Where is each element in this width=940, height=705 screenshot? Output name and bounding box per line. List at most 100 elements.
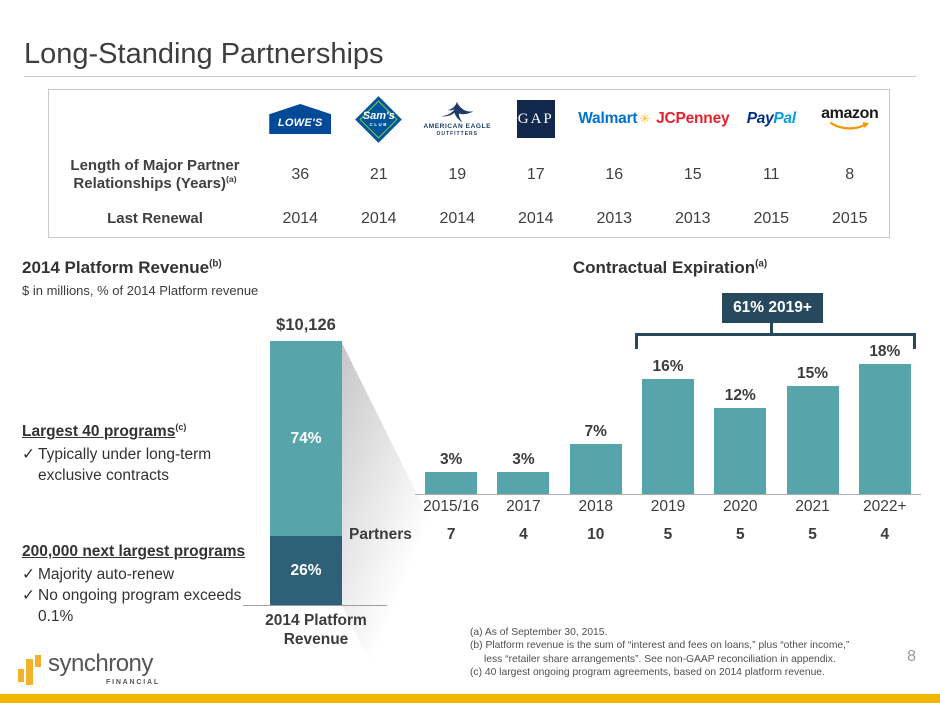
table-corner-cell <box>49 90 261 148</box>
platform-revenue-total: $10,126 <box>276 316 336 334</box>
logo-lowes: LOWE'S <box>261 90 340 148</box>
bullet-text: No ongoing program exceeds 0.1% <box>38 586 242 625</box>
renewal-amazon: 2015 <box>831 210 868 227</box>
bullet-text: Majority auto-renew <box>38 565 175 583</box>
expiration-bar <box>497 472 550 494</box>
x-axis-label: 2018 <box>578 498 613 515</box>
footer-gold-bar <box>0 694 940 703</box>
stacked-segment-1: 26% <box>270 536 342 605</box>
expiration-bars: 3% 3% 7% 16% 12% 15% 18% <box>415 332 921 494</box>
check-icon: ✓ <box>22 586 35 604</box>
note-bullet: ✓ No ongoing program exceeds 0.1% <box>22 586 270 628</box>
bar-value-label: 12% <box>724 386 756 404</box>
expiration-column-2020: 12% <box>704 387 776 494</box>
renewal-paypal: 2015 <box>753 210 790 227</box>
contractual-expiration-title: Contractual Expiration(a) <box>572 258 768 277</box>
x-axis-label: 2015/16 <box>423 498 480 515</box>
gap-square-icon: GAP <box>516 100 555 138</box>
note-bullet: ✓ Majority auto-renew <box>22 565 270 586</box>
note-bullet: ✓ Typically under long-term exclusive con… <box>22 445 270 487</box>
bar-value-label: 3% <box>512 451 535 469</box>
footnote-c: (c) 40 largest ongoing program agreement… <box>470 667 825 679</box>
partners-count: 5 <box>735 526 745 543</box>
bar-value-label: 16% <box>652 357 684 375</box>
expiration-column-2022+: 18% <box>849 343 921 494</box>
eagle-icon <box>440 101 474 123</box>
renewal-jcpenney: 2013 <box>674 210 711 227</box>
note-next-largest-programs: 200,000 next largest programs ✓ Majority a… <box>22 542 270 628</box>
renewal-sams: 2014 <box>360 210 397 227</box>
partners-count: 5 <box>663 526 673 543</box>
logo-gap: GAP <box>497 90 576 148</box>
sams-diamond-icon: Sam's CLUB <box>355 95 403 143</box>
logo-sams-club: Sam's CLUB <box>340 90 419 148</box>
expiration-bar <box>714 407 767 494</box>
bracket-stem <box>770 322 773 334</box>
platform-revenue-stacked-bar: 74% 26% <box>270 341 342 605</box>
years-lowes: 36 <box>291 165 310 183</box>
logo-amazon: amazon <box>811 90 890 148</box>
lowes-house-icon: LOWE'S <box>269 104 332 134</box>
segment-pct-label: 74% <box>290 429 322 447</box>
renewal-walmart: 2013 <box>596 210 633 227</box>
footnotes: (a) As of September 30, 2015. (b) Platfo… <box>470 626 930 680</box>
check-icon: ✓ <box>22 565 35 583</box>
note-largest-40-programs: Largest 40 programs(c) ✓ Typically under l… <box>22 422 270 487</box>
partners-count: 5 <box>808 526 817 543</box>
expiration-partners: 7 4 10 5 5 5 4 <box>415 526 921 544</box>
logo-paypal: PayPal <box>746 110 796 127</box>
platform-revenue-subtitle: $ in millions, % of 2014 Platform revenu… <box>22 283 259 298</box>
expiration-column-2018: 7% <box>560 423 632 494</box>
segment-pct-label: 26% <box>290 561 322 579</box>
platform-revenue-title: 2014 Platform Revenue(b) <box>22 258 222 277</box>
brand-sub-label: FINANCIAL <box>106 679 160 686</box>
logo-american-eagle: AMERICAN EAGLE OUTFITTERS <box>418 90 497 148</box>
renewal-aeo: 2014 <box>439 210 476 227</box>
years-jcpenney: 15 <box>683 165 702 183</box>
synchrony-bars-icon <box>18 655 42 685</box>
partner-table: LOWE'S Sam's CLUB AMERICAN EAGLE OUTFITT… <box>48 89 890 238</box>
partners-count: 10 <box>587 526 605 543</box>
expiration-column-2021: 15% <box>776 365 848 494</box>
x-axis-label: 2017 <box>506 498 541 515</box>
note-heading: 200,000 next largest programs <box>22 543 246 560</box>
bar-value-label: 7% <box>584 422 607 440</box>
footnote-b: (b) Platform revenue is the sum of “inte… <box>470 640 850 652</box>
renewal-gap: 2014 <box>517 210 554 227</box>
bar-value-label: 18% <box>869 343 901 361</box>
years-gap: 17 <box>526 165 545 183</box>
logo-walmart: Walmart ✳ <box>578 110 651 127</box>
partners-count: 7 <box>446 526 456 543</box>
brand-wordmark: synchrony <box>48 650 153 677</box>
expiration-bar <box>858 364 911 494</box>
walmart-spark-icon: ✳ <box>639 111 651 126</box>
x-axis-label: 2020 <box>723 498 758 515</box>
years-walmart: 16 <box>605 165 624 183</box>
years-amazon: 8 <box>845 165 855 183</box>
expiration-bar <box>425 472 478 494</box>
amazon-smile-icon <box>829 122 869 130</box>
expiration-bar <box>569 443 622 494</box>
platform-revenue-caption: 2014 Platform Revenue <box>265 612 367 649</box>
years-paypal: 11 <box>762 165 780 183</box>
renewal-lowes: 2014 <box>282 210 319 227</box>
expiration-bar <box>786 386 839 494</box>
logo-jcpenney: JCPenney <box>656 110 730 127</box>
years-aeo: 19 <box>448 165 467 183</box>
page-title: Long-Standing Partnerships <box>24 38 384 70</box>
expiration-column-2017: 3% <box>487 451 559 494</box>
annotation-61pct-2019plus: 61% 2019+ <box>722 293 823 323</box>
years-sams: 21 <box>369 165 388 183</box>
expiration-bar <box>641 378 694 494</box>
expiration-chart: 3% 3% 7% 16% 12% 15% 18% 2015/16 2017 2018 2019 20… <box>415 332 921 544</box>
footnote-a: (a) As of September 30, 2015. <box>470 627 608 638</box>
stacked-segment-0: 74% <box>270 341 342 537</box>
partners-count: 4 <box>519 526 528 543</box>
check-icon: ✓ <box>22 445 35 463</box>
bar-value-label: 3% <box>439 451 463 469</box>
expiration-axis <box>415 494 921 495</box>
row-label-relationship-years: Length of Major Partner Relationships (Y… <box>70 156 240 192</box>
partners-row-label: Partners <box>349 526 412 543</box>
title-divider <box>24 76 916 77</box>
